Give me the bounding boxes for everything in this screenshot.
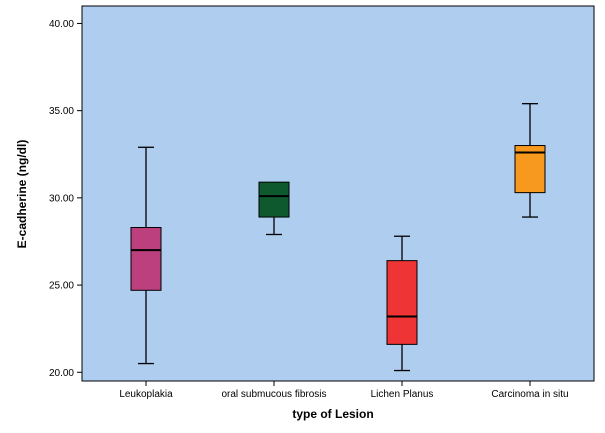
y-axis: 20.00 25.00 30.00 35.00 40.00 <box>49 19 82 379</box>
boxes <box>130 103 546 372</box>
x-axis-title: type of Lesion <box>292 407 373 421</box>
x-tick-label: Leukoplakia <box>119 389 173 400</box>
x-tick-label: Carcinoma in situ <box>491 389 568 400</box>
x-axis: Leukoplakia oral submucous fibrosis Lichen… <box>119 381 569 400</box>
y-tick-label: 35.00 <box>49 106 74 117</box>
y-tick-label: 20.00 <box>49 368 74 379</box>
y-tick-label: 25.00 <box>49 281 74 292</box>
plot-area <box>81 5 595 382</box>
iqr-box <box>386 260 418 345</box>
y-tick-label: 40.00 <box>49 19 74 30</box>
iqr-box <box>130 227 162 291</box>
box-lichen-planus <box>386 235 418 372</box>
iqr-box <box>258 181 290 218</box>
box-leukoplakia <box>130 146 162 365</box>
x-tick-label: Lichen Planus <box>371 389 434 400</box>
box-oral-submucous-fibrosis <box>258 181 290 236</box>
y-axis-title: E-cadherine (ng/dl) <box>15 140 29 249</box>
x-tick-label: oral submucous fibrosis <box>221 389 326 400</box>
y-tick-label: 30.00 <box>49 193 74 204</box>
box-carcinoma-in-situ <box>514 103 546 218</box>
